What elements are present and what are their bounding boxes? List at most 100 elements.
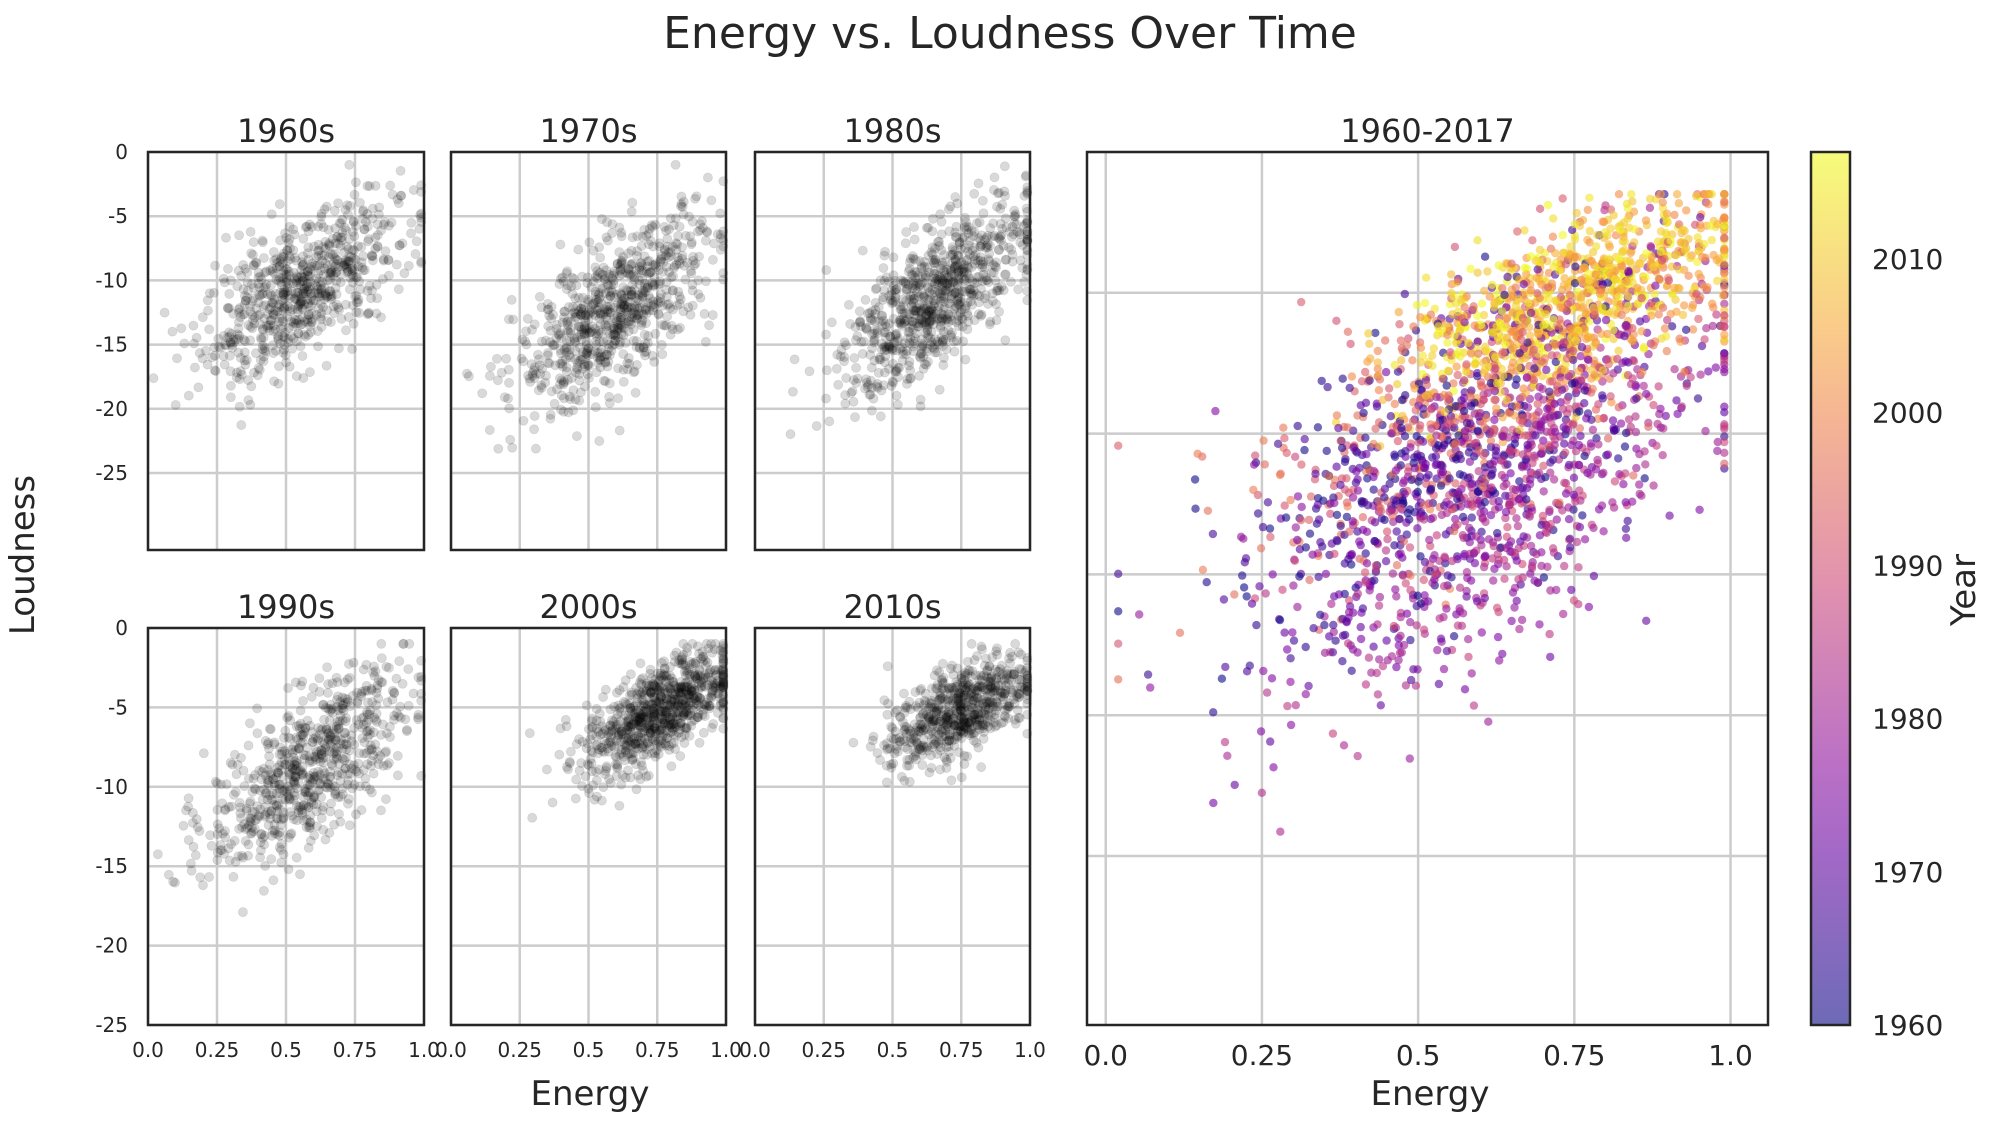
data-point [249, 312, 260, 323]
data-point [198, 748, 209, 759]
data-point [244, 718, 255, 729]
data-point [1338, 657, 1347, 666]
data-point [326, 266, 337, 277]
data-point [573, 244, 584, 255]
data-point [268, 246, 279, 257]
data-point [274, 261, 285, 272]
data-point [240, 824, 251, 835]
data-point [273, 299, 284, 310]
data-point [240, 263, 251, 274]
data-point [291, 271, 302, 282]
data-point [565, 746, 576, 757]
data-point [245, 335, 256, 346]
data-point [635, 774, 646, 785]
data-point [290, 288, 301, 299]
data-point [361, 717, 372, 728]
data-point [507, 442, 518, 453]
data-point [565, 394, 576, 405]
data-point [642, 256, 653, 267]
data-point [259, 345, 270, 356]
data-point [357, 213, 368, 224]
data-point [284, 269, 295, 280]
data-point [333, 705, 344, 716]
data-point [678, 196, 689, 207]
data-point [372, 229, 383, 240]
data-point [1301, 642, 1310, 652]
data-point [264, 751, 275, 762]
data-point [277, 316, 288, 327]
data-point [354, 197, 365, 208]
data-point [278, 289, 289, 300]
figure-title: Energy vs. Loudness Over Time [663, 8, 1357, 59]
data-point [367, 213, 378, 224]
data-point [956, 312, 967, 323]
data-point [463, 371, 474, 382]
data-point [245, 399, 256, 410]
data-point [312, 325, 323, 336]
data-point [610, 330, 621, 341]
data-point [969, 709, 980, 720]
data-point [962, 246, 973, 257]
data-point [279, 302, 290, 313]
data-point [675, 681, 686, 692]
data-point [921, 359, 932, 370]
data-point [222, 263, 233, 274]
data-point [268, 774, 279, 785]
data-point [302, 266, 313, 277]
data-point [493, 443, 504, 454]
data-point [286, 286, 297, 297]
data-point [290, 318, 301, 329]
data-point [296, 296, 307, 307]
data-point [245, 226, 256, 237]
data-point [836, 344, 847, 355]
data-point [305, 281, 316, 292]
data-point [928, 728, 939, 739]
data-point [247, 295, 258, 306]
data-point [342, 200, 353, 211]
data-point [222, 332, 233, 343]
data-point [563, 301, 574, 312]
data-point [347, 343, 358, 354]
data-point [544, 358, 555, 369]
data-point [934, 384, 945, 395]
data-point [329, 308, 340, 319]
data-point [300, 331, 311, 342]
data-point [628, 324, 639, 335]
x-tick-label: 0.75 [635, 1038, 680, 1062]
data-point [648, 299, 659, 310]
data-point [609, 741, 620, 752]
y-tick-label: -10 [95, 268, 128, 292]
data-point [593, 744, 604, 755]
data-point [302, 715, 313, 726]
data-point [594, 435, 605, 446]
data-point [560, 353, 571, 364]
data-point [886, 759, 897, 770]
data-point [863, 379, 874, 390]
data-point [359, 224, 370, 235]
data-point [648, 281, 659, 292]
data-point [254, 282, 265, 293]
data-point [876, 385, 887, 396]
data-point [627, 232, 638, 243]
data-point [620, 675, 631, 686]
data-point [316, 288, 327, 299]
data-point [982, 239, 993, 250]
data-point [554, 330, 565, 341]
data-point [306, 316, 317, 327]
data-point [204, 872, 215, 883]
data-point [994, 244, 1005, 255]
data-point [690, 193, 701, 204]
data-point [340, 299, 351, 310]
data-point [391, 259, 402, 270]
data-point [239, 781, 250, 792]
data-point [319, 204, 330, 215]
x-axis-label-large: Energy [1370, 1074, 1489, 1114]
data-point [266, 209, 277, 220]
data-point [605, 291, 616, 302]
data-point [238, 284, 249, 295]
x-tick-label: 0.0 [739, 1038, 771, 1062]
data-point [283, 322, 294, 333]
data-point [496, 367, 507, 378]
data-point [650, 328, 661, 339]
